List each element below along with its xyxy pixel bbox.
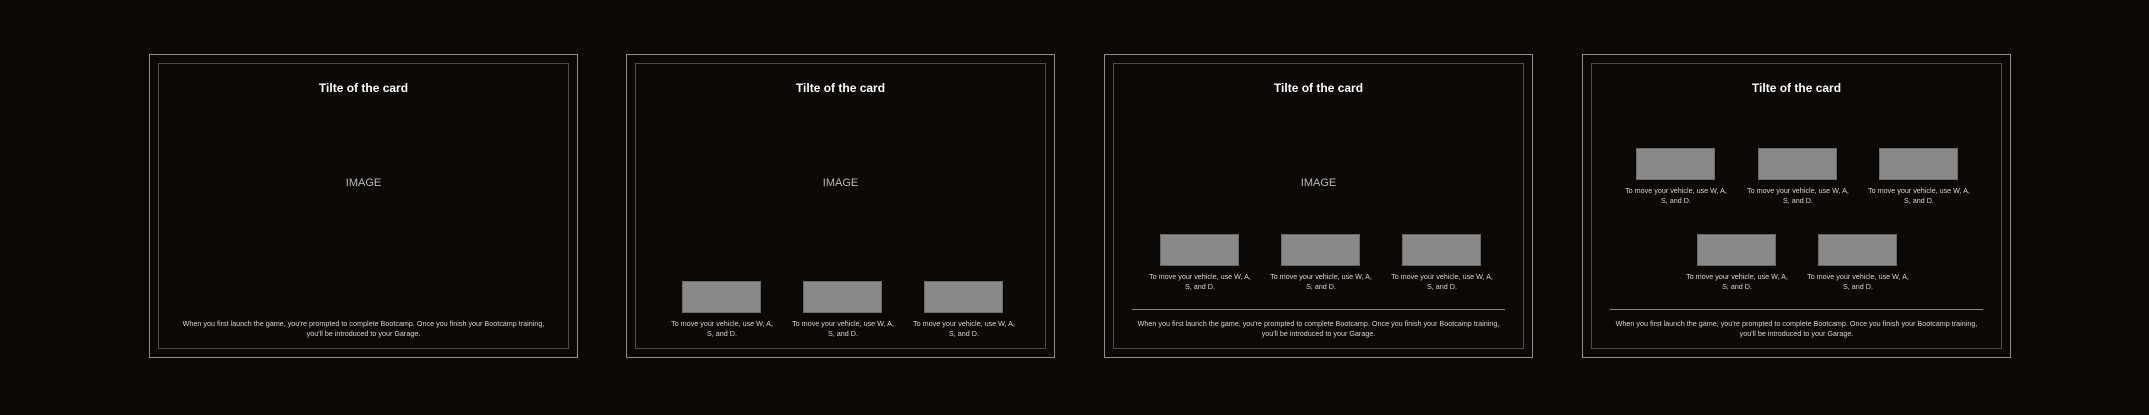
card-body-text: When you first launch the game, you're p… — [1137, 319, 1500, 338]
thumbnail-caption: To move your vehicle, use W, A, S, and D… — [1686, 272, 1788, 291]
thumbnail-caption: To move your vehicle, use W, A, S, and D… — [1270, 272, 1372, 291]
thumbnail-caption: To move your vehicle, use W, A, S, and D… — [671, 319, 773, 338]
divider — [1610, 309, 1983, 310]
image-placeholder: IMAGE — [345, 177, 382, 189]
image-placeholder: IMAGE — [822, 177, 859, 189]
card-body-text: When you first launch the game, you're p… — [182, 319, 545, 338]
thumbnail-caption: To move your vehicle, use W, A, S, and D… — [1747, 186, 1849, 205]
thumbnail-caption: To move your vehicle, use W, A, S, and D… — [1149, 272, 1251, 291]
thumbnail — [1697, 234, 1776, 266]
thumbnail — [1758, 148, 1837, 180]
thumbnail — [1636, 148, 1715, 180]
thumbnail — [1818, 234, 1897, 266]
card-2: Tilte of the card IMAGE To move your veh… — [626, 54, 1055, 358]
card-body-text: When you first launch the game, you're p… — [1615, 319, 1978, 338]
card-inner-border: Tilte of the card To move your vehicle, … — [1591, 63, 2002, 349]
thumbnail — [1281, 234, 1360, 266]
thumbnail — [1402, 234, 1481, 266]
thumbnail-caption: To move your vehicle, use W, A, S, and D… — [913, 319, 1015, 338]
thumbnail-caption: To move your vehicle, use W, A, S, and D… — [1391, 272, 1493, 291]
thumbnail-caption: To move your vehicle, use W, A, S, and D… — [1807, 272, 1909, 291]
card-1: Tilte of the card IMAGE When you first l… — [149, 54, 578, 358]
card-inner-border: Tilte of the card IMAGE When you first l… — [158, 63, 569, 349]
thumbnail — [803, 281, 882, 313]
card-title: Tilte of the card — [1273, 81, 1364, 95]
thumbnail-caption: To move your vehicle, use W, A, S, and D… — [1868, 186, 1970, 205]
thumbnail — [682, 281, 761, 313]
card-title: Tilte of the card — [795, 81, 886, 95]
image-placeholder: IMAGE — [1300, 177, 1337, 189]
thumbnail — [1879, 148, 1958, 180]
divider — [1132, 309, 1505, 310]
card-title: Tilte of the card — [318, 81, 409, 95]
thumbnail-caption: To move your vehicle, use W, A, S, and D… — [1625, 186, 1727, 205]
thumbnail-caption: To move your vehicle, use W, A, S, and D… — [792, 319, 894, 338]
card-4: Tilte of the card To move your vehicle, … — [1582, 54, 2011, 358]
thumbnail — [924, 281, 1003, 313]
card-3: Tilte of the card IMAGE To move your veh… — [1104, 54, 1533, 358]
thumbnail — [1160, 234, 1239, 266]
card-inner-border: Tilte of the card IMAGE To move your veh… — [1113, 63, 1524, 349]
card-inner-border: Tilte of the card IMAGE To move your veh… — [635, 63, 1046, 349]
card-title: Tilte of the card — [1751, 81, 1842, 95]
